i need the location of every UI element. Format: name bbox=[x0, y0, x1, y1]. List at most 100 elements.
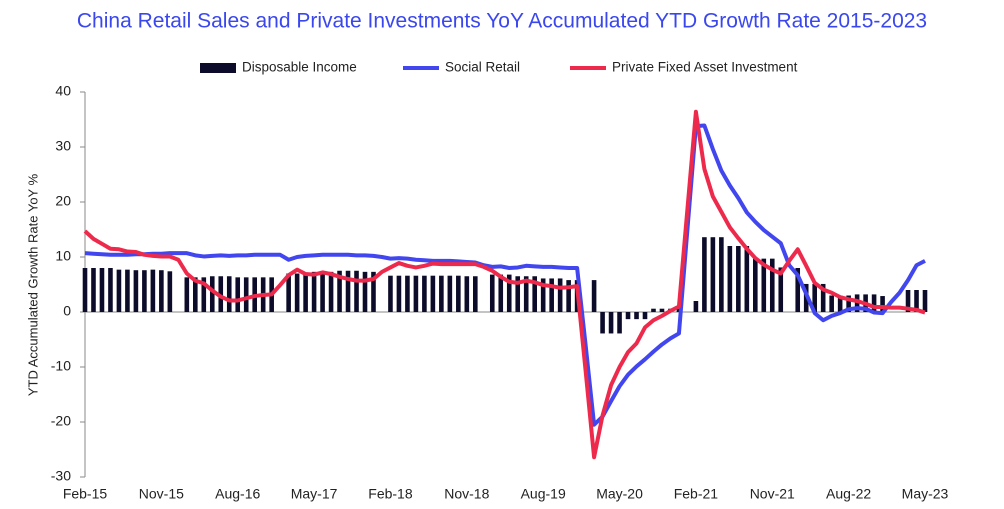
bar bbox=[651, 308, 656, 312]
x-tick-label: Feb-18 bbox=[368, 486, 413, 502]
bar bbox=[846, 295, 851, 312]
bar bbox=[243, 277, 249, 312]
bar bbox=[540, 278, 546, 312]
bar bbox=[125, 269, 130, 312]
bar bbox=[659, 308, 665, 312]
bar bbox=[914, 290, 919, 312]
y-tick-label: 20 bbox=[55, 193, 71, 209]
chart-title: China Retail Sales and Private Investmen… bbox=[77, 10, 927, 33]
bar bbox=[303, 273, 308, 312]
bar bbox=[617, 312, 622, 334]
bar bbox=[837, 295, 843, 312]
bar bbox=[193, 277, 198, 312]
bar bbox=[608, 312, 614, 334]
bar bbox=[498, 274, 504, 312]
bar bbox=[922, 290, 928, 312]
bar bbox=[515, 276, 521, 312]
bar bbox=[209, 276, 215, 312]
x-tick-label: Aug-22 bbox=[826, 486, 871, 502]
bar bbox=[439, 275, 444, 312]
bar bbox=[218, 276, 224, 312]
bar bbox=[719, 237, 724, 312]
bar bbox=[905, 290, 911, 312]
bar bbox=[506, 274, 512, 312]
bar bbox=[566, 280, 571, 312]
x-tick-label: Nov-18 bbox=[444, 486, 489, 502]
bar bbox=[549, 278, 554, 312]
bar bbox=[99, 268, 105, 312]
x-tick-label: Feb-15 bbox=[63, 486, 108, 502]
bar bbox=[736, 246, 741, 312]
bar bbox=[108, 268, 113, 312]
line bbox=[84, 123, 926, 427]
line bbox=[83, 109, 926, 460]
legend-label: Social Retail bbox=[445, 60, 520, 75]
bar bbox=[430, 275, 436, 312]
bar bbox=[311, 271, 317, 312]
bar bbox=[489, 274, 495, 312]
bar bbox=[91, 268, 96, 312]
y-tick-label: 40 bbox=[55, 83, 71, 99]
x-tick-label: Aug-16 bbox=[215, 486, 260, 502]
bar bbox=[812, 283, 817, 312]
bar bbox=[532, 276, 537, 312]
bar bbox=[600, 312, 605, 334]
bar bbox=[778, 267, 784, 312]
bar bbox=[345, 270, 351, 312]
bar bbox=[761, 258, 767, 312]
y-tick-label: 10 bbox=[55, 248, 71, 264]
bar bbox=[625, 312, 631, 320]
bar bbox=[413, 275, 419, 312]
bar bbox=[642, 312, 648, 320]
bar bbox=[133, 270, 139, 312]
bar bbox=[871, 294, 877, 312]
x-tick-label: Nov-21 bbox=[750, 486, 795, 502]
bar bbox=[226, 276, 232, 312]
bar bbox=[753, 258, 758, 312]
bar bbox=[634, 312, 639, 320]
y-tick-label: -20 bbox=[51, 413, 71, 429]
legend-label: Disposable Income bbox=[242, 60, 357, 75]
bar bbox=[159, 270, 164, 312]
y-tick-label: 30 bbox=[55, 138, 71, 154]
legend-swatch bbox=[200, 63, 236, 73]
x-tick-label: May-23 bbox=[902, 486, 949, 502]
bar bbox=[142, 270, 147, 312]
bar bbox=[727, 246, 733, 312]
bar bbox=[337, 270, 342, 312]
bar bbox=[473, 276, 478, 312]
bar bbox=[591, 280, 597, 312]
bar bbox=[422, 275, 427, 312]
bar bbox=[328, 271, 334, 312]
bar bbox=[829, 295, 834, 312]
bar bbox=[464, 276, 470, 312]
y-tick-label: 0 bbox=[63, 303, 71, 319]
legend-label: Private Fixed Asset Investment bbox=[612, 60, 798, 75]
bar bbox=[201, 277, 207, 312]
bar bbox=[320, 271, 325, 312]
bar bbox=[447, 275, 453, 312]
bar bbox=[286, 273, 291, 312]
bar bbox=[150, 269, 156, 312]
bar bbox=[371, 271, 376, 312]
bar bbox=[294, 273, 300, 312]
x-tick-label: Aug-19 bbox=[521, 486, 566, 502]
x-tick-label: Nov-15 bbox=[139, 486, 184, 502]
bar bbox=[396, 275, 402, 312]
bar bbox=[523, 276, 529, 312]
x-tick-label: Feb-21 bbox=[674, 486, 719, 502]
bar bbox=[880, 296, 885, 312]
bar bbox=[769, 258, 775, 312]
bar bbox=[167, 271, 173, 312]
bar bbox=[693, 301, 699, 312]
x-tick-label: May-17 bbox=[291, 486, 338, 502]
bar bbox=[354, 270, 359, 312]
bar bbox=[744, 246, 750, 312]
bar bbox=[820, 283, 826, 312]
bar bbox=[557, 278, 563, 312]
x-tick-label: May-20 bbox=[596, 486, 643, 502]
bar bbox=[82, 268, 88, 312]
bar bbox=[710, 237, 716, 312]
y-tick-label: -30 bbox=[51, 468, 71, 484]
